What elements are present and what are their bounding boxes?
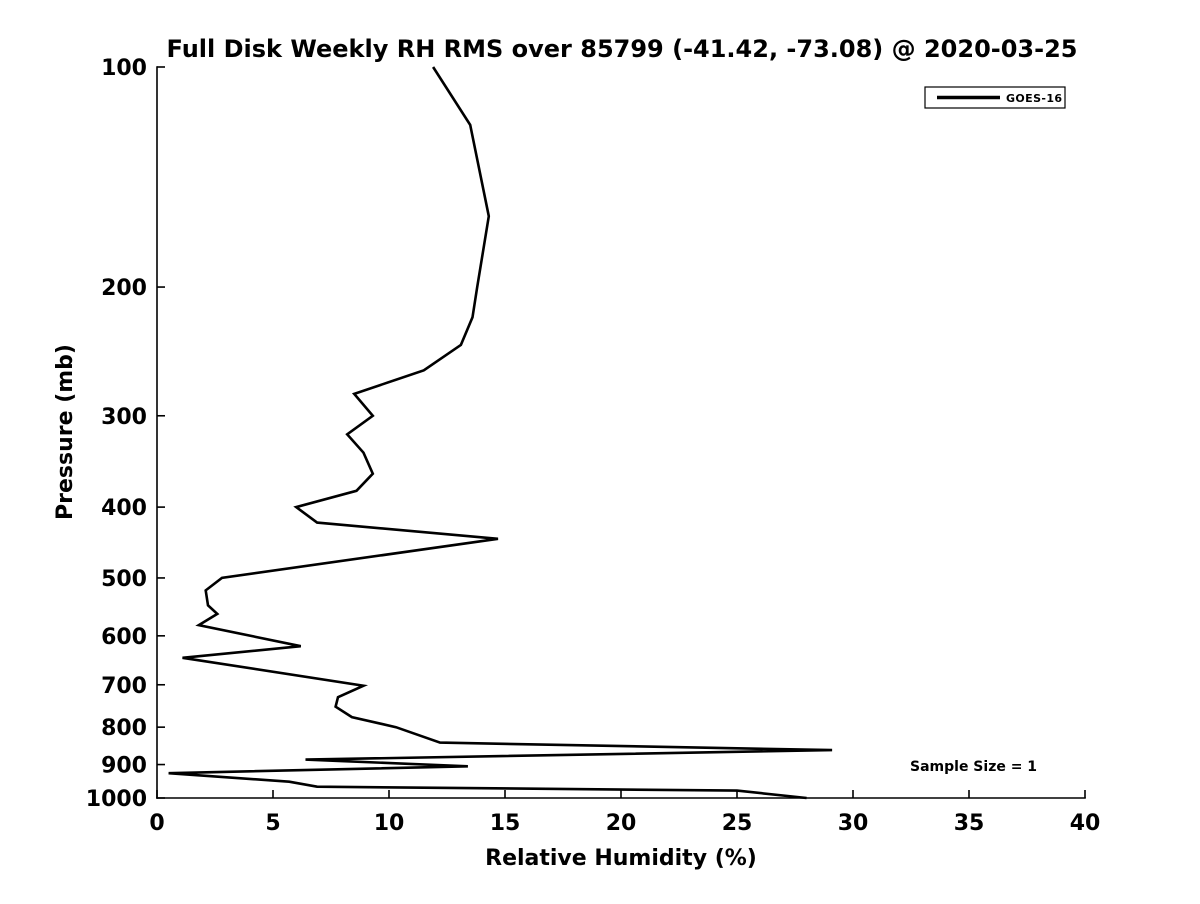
y-tick-label: 900 — [101, 754, 147, 779]
x-tick-label: 40 — [1070, 811, 1101, 836]
chart-title: Full Disk Weekly RH RMS over 85799 (-41.… — [167, 35, 1078, 63]
sample-size-annotation: Sample Size = 1 — [910, 759, 1037, 775]
x-tick-label: 5 — [265, 811, 280, 836]
x-tick-label: 0 — [149, 811, 164, 836]
y-tick-label: 600 — [101, 625, 147, 650]
x-tick-label: 30 — [838, 811, 869, 836]
y-tick-label: 300 — [101, 405, 147, 430]
y-tick-label: 800 — [101, 716, 147, 741]
x-tick-label: 15 — [490, 811, 521, 836]
y-tick-label: 500 — [101, 567, 147, 592]
x-tick-label: 20 — [606, 811, 637, 836]
y-tick-label: 100 — [101, 56, 147, 81]
goes16-profile-line — [168, 66, 833, 800]
y-tick-label: 1000 — [86, 787, 147, 812]
y-tick-label: 700 — [101, 674, 147, 699]
x-axis-label: Relative Humidity (%) — [485, 846, 757, 871]
legend-entry-label: GOES-16 — [1006, 92, 1063, 105]
x-tick-label: 10 — [374, 811, 405, 836]
y-tick-label: 200 — [101, 276, 147, 301]
legend: GOES-16 — [924, 86, 1066, 109]
x-tick-label: 35 — [954, 811, 985, 836]
y-tick-label: 400 — [101, 496, 147, 521]
x-tick-label: 25 — [722, 811, 753, 836]
y-axis-label: Pressure (mb) — [53, 344, 78, 520]
